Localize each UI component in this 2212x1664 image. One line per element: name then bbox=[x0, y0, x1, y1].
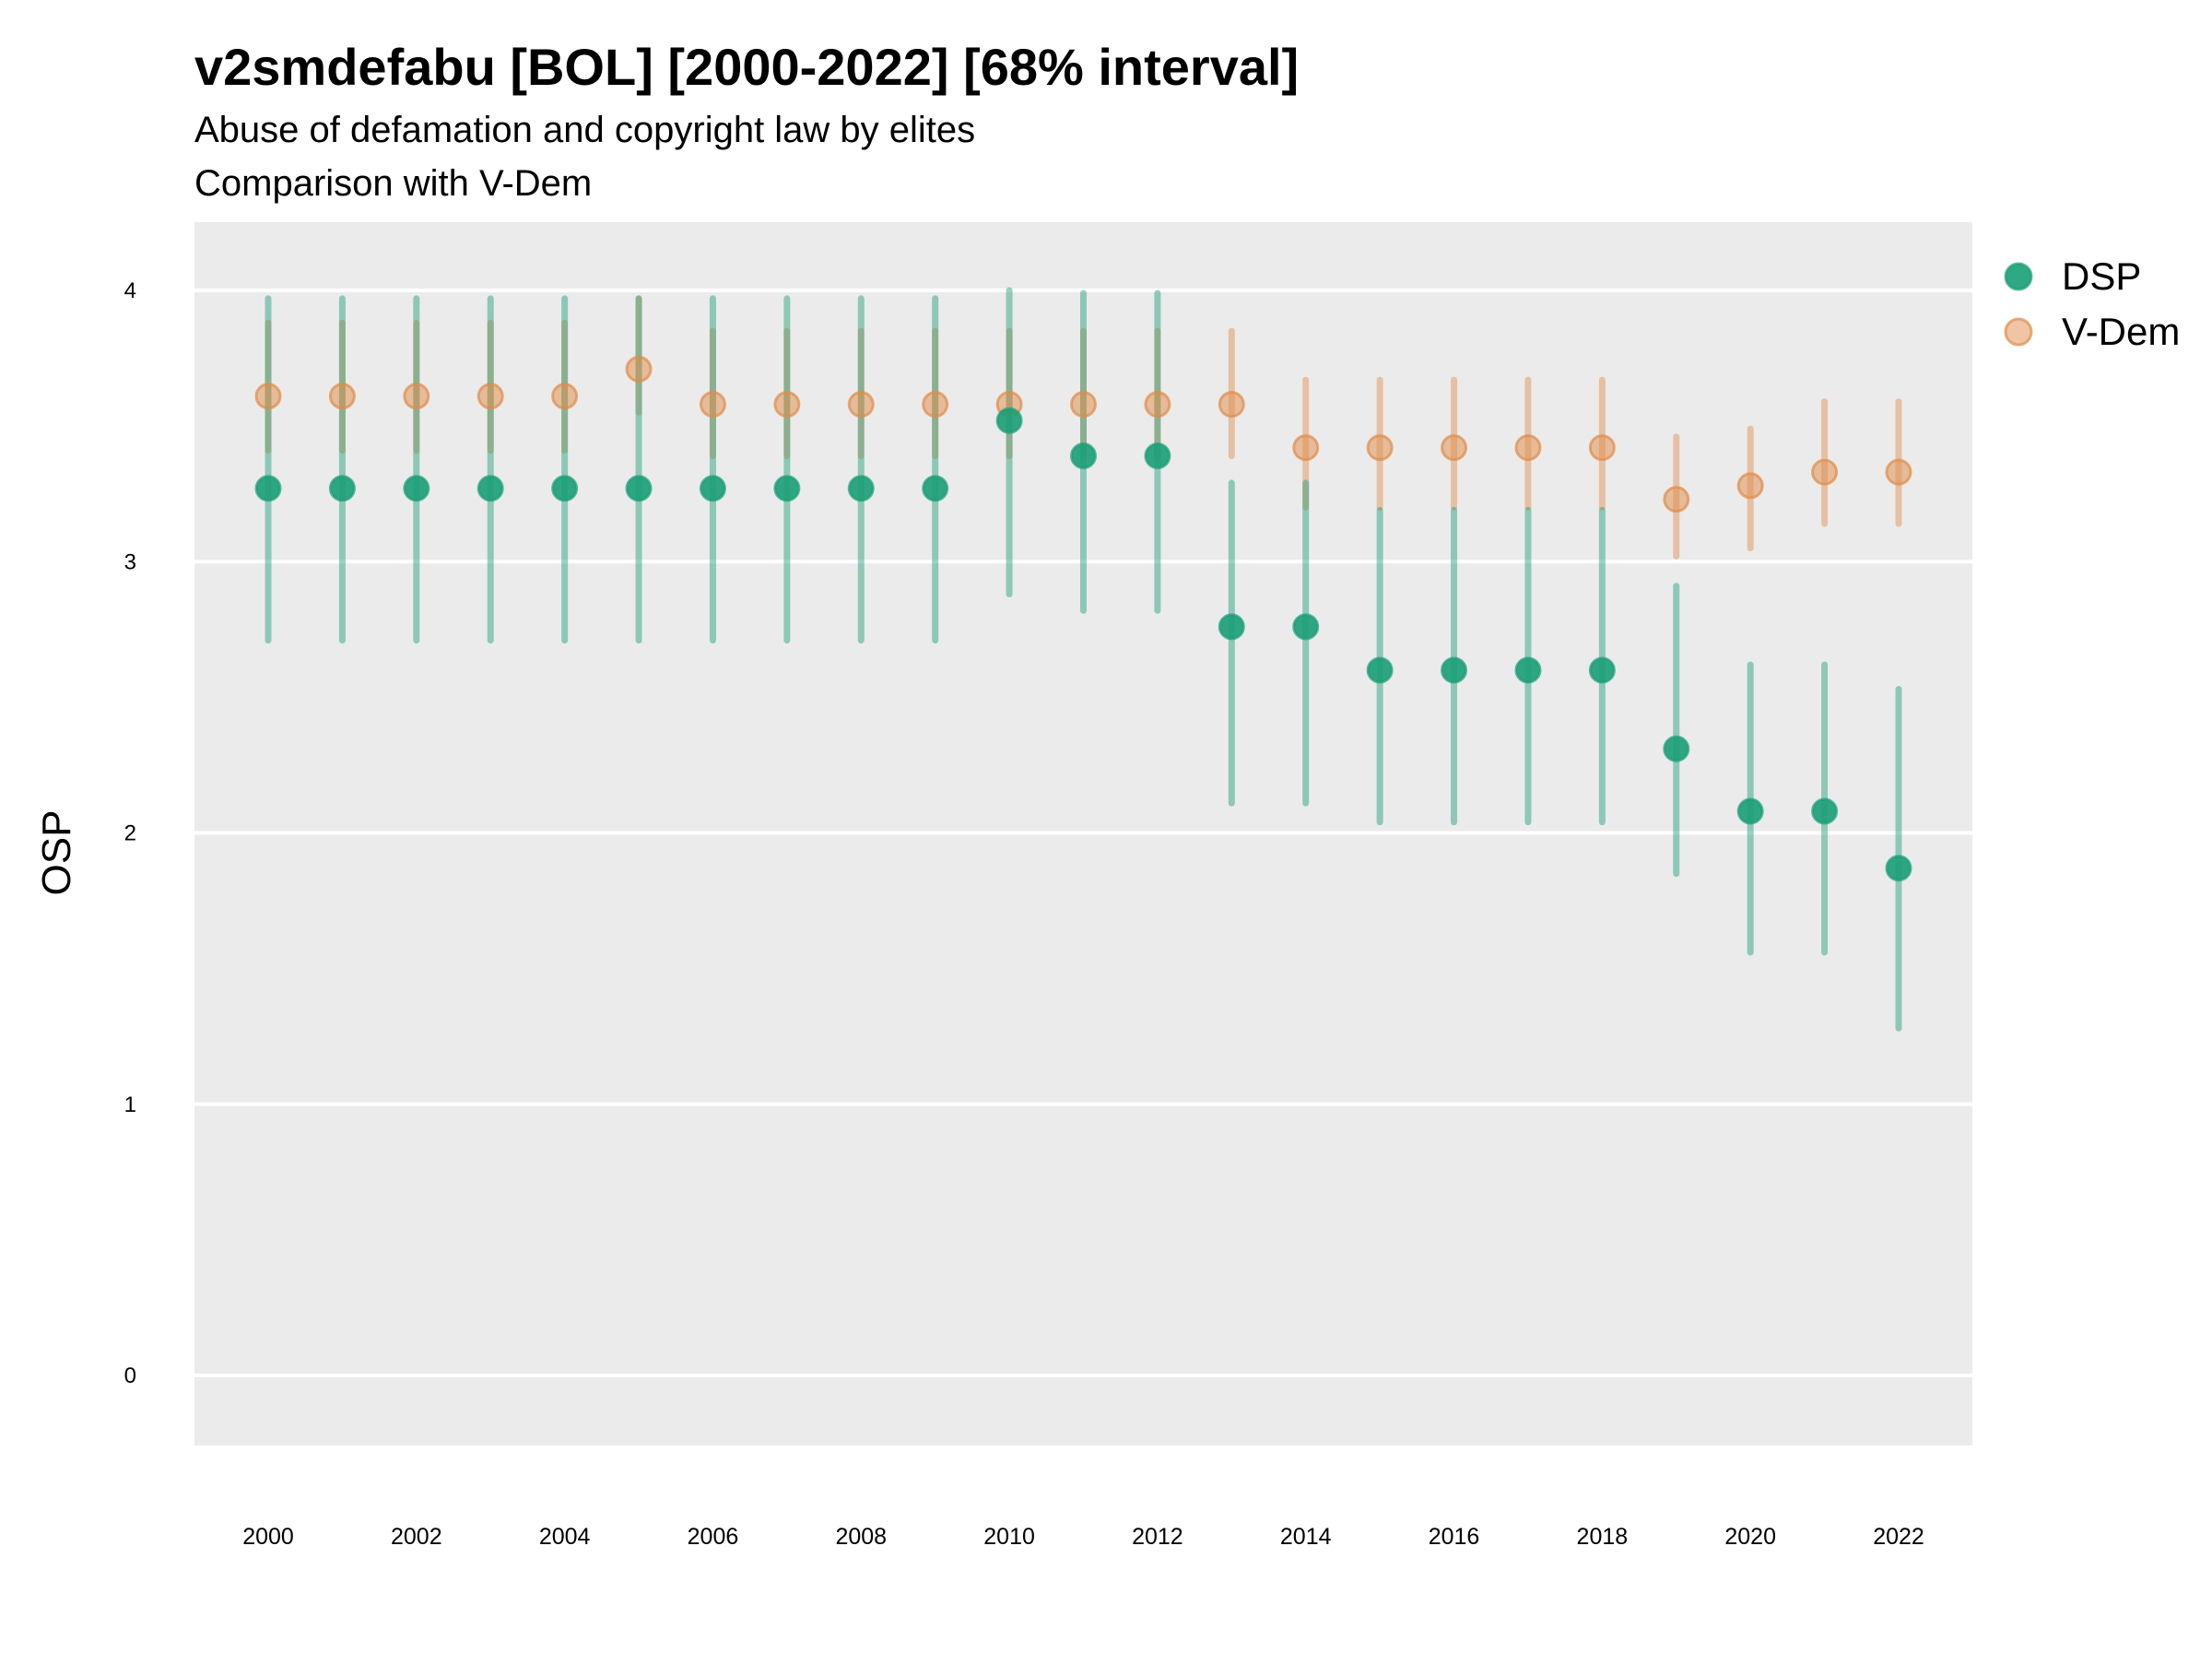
point-dsp bbox=[477, 475, 504, 502]
legend-key-vdem bbox=[2004, 317, 2033, 347]
x-tick-label: 2000 bbox=[242, 1524, 294, 1550]
x-tick-label: 2020 bbox=[1724, 1524, 1776, 1550]
point-vdem bbox=[1366, 434, 1394, 462]
y-tick-label: 1 bbox=[124, 1092, 136, 1117]
point-dsp bbox=[1514, 656, 1542, 684]
x-tick-label: 2008 bbox=[835, 1524, 887, 1550]
point-dsp bbox=[1441, 656, 1468, 684]
chart-subtitle: Abuse of defamation and copyright law by… bbox=[194, 110, 975, 150]
point-dsp bbox=[1663, 735, 1690, 762]
point-dsp bbox=[1144, 442, 1171, 469]
chart-subtitle-2: Comparison with V-Dem bbox=[194, 163, 592, 204]
point-dsp bbox=[1885, 855, 1912, 882]
chart-title: v2smdefabu [BOL] [2000-2022] [68% interv… bbox=[194, 38, 1299, 96]
x-tick-label: 2016 bbox=[1429, 1524, 1480, 1550]
point-dsp bbox=[1070, 442, 1097, 469]
y-tick-label: 2 bbox=[124, 821, 136, 846]
point-vdem bbox=[1885, 458, 1912, 486]
point-vdem bbox=[773, 391, 801, 419]
gridlines bbox=[194, 289, 1972, 1377]
point-vdem bbox=[477, 383, 504, 410]
point-dsp bbox=[995, 407, 1023, 434]
point-vdem bbox=[1144, 391, 1171, 419]
point-vdem bbox=[922, 391, 949, 419]
point-vdem bbox=[847, 391, 875, 419]
y-tick-labels: 0 1 2 3 4 bbox=[124, 278, 136, 1388]
data-marks bbox=[254, 287, 1912, 1032]
point-dsp bbox=[922, 475, 949, 502]
point-dsp bbox=[328, 475, 356, 502]
point-vdem bbox=[1663, 486, 1690, 513]
point-vdem bbox=[1736, 472, 1764, 500]
point-dsp bbox=[403, 475, 430, 502]
x-tick-label: 2010 bbox=[983, 1524, 1035, 1550]
y-axis-label: OSP bbox=[34, 810, 79, 896]
point-dsp bbox=[1588, 656, 1616, 684]
point-vdem bbox=[254, 383, 282, 410]
point-dsp bbox=[847, 475, 875, 502]
point-dsp bbox=[1736, 797, 1764, 825]
x-tick-label: 2006 bbox=[688, 1524, 739, 1550]
point-dsp bbox=[551, 475, 579, 502]
point-dsp bbox=[699, 475, 726, 502]
point-dsp bbox=[1811, 797, 1839, 825]
y-tick-label: 4 bbox=[124, 278, 136, 303]
point-vdem bbox=[1588, 434, 1616, 462]
point-vdem bbox=[1441, 434, 1468, 462]
x-tick-labels: 2000 2002 2004 2006 2008 2010 2012 2014 2016 2018… bbox=[242, 1524, 1924, 1550]
point-vdem bbox=[1514, 434, 1542, 462]
point-dsp bbox=[773, 475, 801, 502]
x-tick-label: 2002 bbox=[391, 1524, 442, 1550]
point-vdem bbox=[625, 355, 653, 383]
point-vdem bbox=[403, 383, 430, 410]
point-vdem bbox=[328, 383, 356, 410]
legend-label: DSP bbox=[2062, 254, 2141, 298]
point-dsp bbox=[254, 475, 282, 502]
x-tick-label: 2014 bbox=[1280, 1524, 1332, 1550]
point-dsp bbox=[1292, 613, 1320, 641]
legend-label: V-Dem bbox=[2062, 310, 2180, 353]
legend-key-dsp bbox=[2004, 262, 2033, 291]
point-vdem bbox=[1811, 458, 1839, 486]
point-vdem bbox=[1070, 391, 1097, 419]
y-tick-label: 0 bbox=[124, 1363, 136, 1388]
point-dsp bbox=[1218, 613, 1245, 641]
legend: DSP V-Dem bbox=[2004, 254, 2180, 353]
x-tick-label: 2018 bbox=[1577, 1524, 1629, 1550]
point-vdem bbox=[551, 383, 579, 410]
y-tick-label: 3 bbox=[124, 549, 136, 574]
x-tick-label: 2022 bbox=[1873, 1524, 1924, 1550]
point-vdem bbox=[699, 391, 726, 419]
x-tick-label: 2004 bbox=[539, 1524, 591, 1550]
point-dsp bbox=[1366, 656, 1394, 684]
x-tick-label: 2012 bbox=[1132, 1524, 1183, 1550]
point-vdem bbox=[1218, 391, 1245, 419]
point-dsp bbox=[625, 475, 653, 502]
point-vdem bbox=[1292, 434, 1320, 462]
